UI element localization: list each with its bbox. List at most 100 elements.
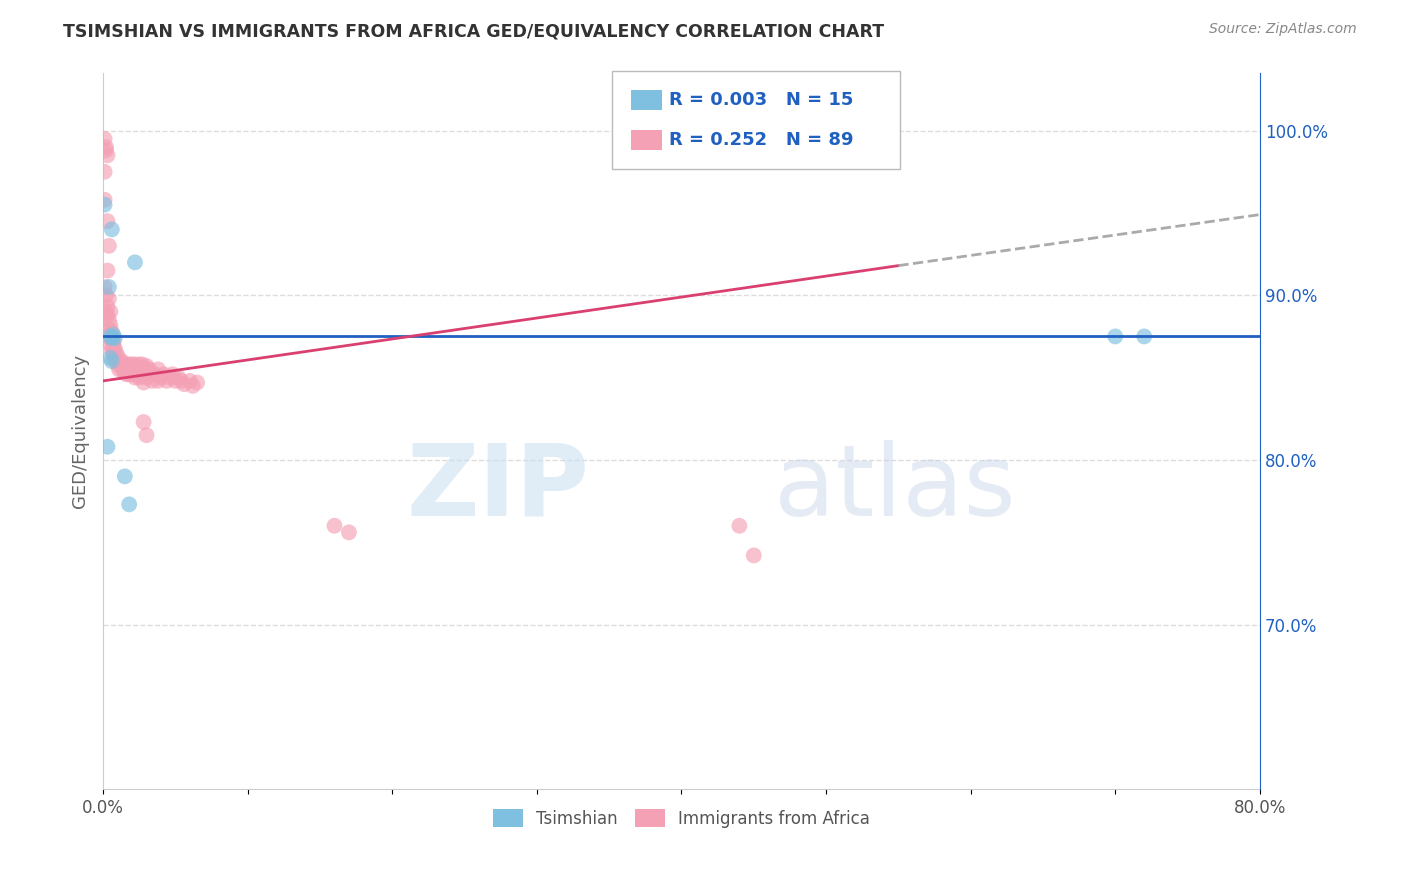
Point	[94, 304, 117, 318]
Point	[132, 366, 155, 380]
Point	[162, 368, 184, 382]
Point	[173, 377, 195, 392]
Point	[165, 374, 187, 388]
Point	[103, 339, 125, 353]
Point	[97, 239, 120, 253]
Point	[93, 193, 115, 207]
Point	[156, 374, 179, 388]
Point	[125, 360, 148, 375]
Point	[181, 379, 204, 393]
Point	[170, 374, 193, 388]
Point	[110, 358, 132, 372]
Y-axis label: GED/Equivalency: GED/Equivalency	[72, 354, 89, 508]
Point	[93, 197, 115, 211]
Point	[146, 374, 169, 388]
Point	[97, 323, 120, 337]
Point	[103, 327, 125, 342]
Point	[114, 469, 136, 483]
Point	[127, 366, 149, 380]
Point	[98, 329, 121, 343]
Point	[103, 346, 125, 360]
Point	[112, 360, 135, 375]
Point	[121, 368, 143, 382]
Point	[104, 331, 127, 345]
Point	[124, 370, 146, 384]
Text: atlas: atlas	[775, 440, 1015, 537]
Point	[186, 376, 208, 390]
Point	[103, 334, 125, 349]
Point	[97, 280, 120, 294]
Point	[101, 325, 124, 339]
Point	[96, 300, 118, 314]
Point	[114, 364, 136, 378]
Point	[96, 329, 118, 343]
Point	[98, 351, 121, 365]
Point	[105, 346, 128, 360]
Point	[138, 362, 160, 376]
Point	[101, 354, 124, 368]
Point	[98, 337, 121, 351]
Point	[128, 358, 150, 372]
Point	[94, 288, 117, 302]
Text: TSIMSHIAN VS IMMIGRANTS FROM AFRICA GED/EQUIVALENCY CORRELATION CHART: TSIMSHIAN VS IMMIGRANTS FROM AFRICA GED/…	[63, 22, 884, 40]
Text: R = 0.252   N = 89: R = 0.252 N = 89	[669, 131, 853, 149]
Point	[132, 415, 155, 429]
Point	[120, 362, 142, 376]
Point	[117, 362, 139, 376]
Point	[159, 370, 181, 384]
Legend: Tsimshian, Immigrants from Africa: Tsimshian, Immigrants from Africa	[486, 803, 876, 835]
Point	[108, 362, 131, 376]
Point	[728, 518, 751, 533]
Text: R = 0.003   N = 15: R = 0.003 N = 15	[669, 91, 853, 109]
Point	[742, 549, 765, 563]
Point	[98, 304, 121, 318]
Point	[118, 497, 141, 511]
Point	[134, 362, 156, 376]
Point	[93, 165, 115, 179]
Point	[107, 358, 129, 372]
Point	[108, 354, 131, 368]
Point	[98, 327, 121, 342]
Point	[122, 360, 145, 375]
Point	[96, 440, 118, 454]
Point	[104, 351, 127, 365]
Point	[139, 368, 162, 382]
Point	[118, 358, 141, 372]
Point	[1133, 329, 1156, 343]
Point	[96, 263, 118, 277]
Point	[167, 370, 190, 384]
Point	[129, 362, 152, 376]
Point	[135, 359, 157, 373]
Point	[96, 214, 118, 228]
Point	[131, 358, 153, 372]
Point	[96, 148, 118, 162]
Point	[149, 370, 172, 384]
Point	[337, 525, 360, 540]
Text: Source: ZipAtlas.com: Source: ZipAtlas.com	[1209, 22, 1357, 37]
Point	[94, 144, 117, 158]
Point	[96, 308, 118, 322]
Point	[118, 368, 141, 382]
Point	[121, 358, 143, 372]
Point	[143, 368, 166, 382]
Point	[124, 255, 146, 269]
Point	[111, 359, 134, 373]
Point	[93, 280, 115, 294]
Point	[97, 292, 120, 306]
Point	[132, 376, 155, 390]
Point	[115, 368, 138, 382]
Point	[115, 360, 138, 375]
Point	[146, 362, 169, 376]
Point	[94, 140, 117, 154]
Point	[98, 318, 121, 332]
Point	[97, 313, 120, 327]
Point	[114, 358, 136, 372]
Point	[93, 132, 115, 146]
Point	[107, 349, 129, 363]
Point	[105, 354, 128, 368]
Point	[179, 374, 201, 388]
Point	[135, 370, 157, 384]
Text: ZIP: ZIP	[406, 440, 589, 537]
Point	[101, 222, 124, 236]
Point	[153, 368, 176, 382]
